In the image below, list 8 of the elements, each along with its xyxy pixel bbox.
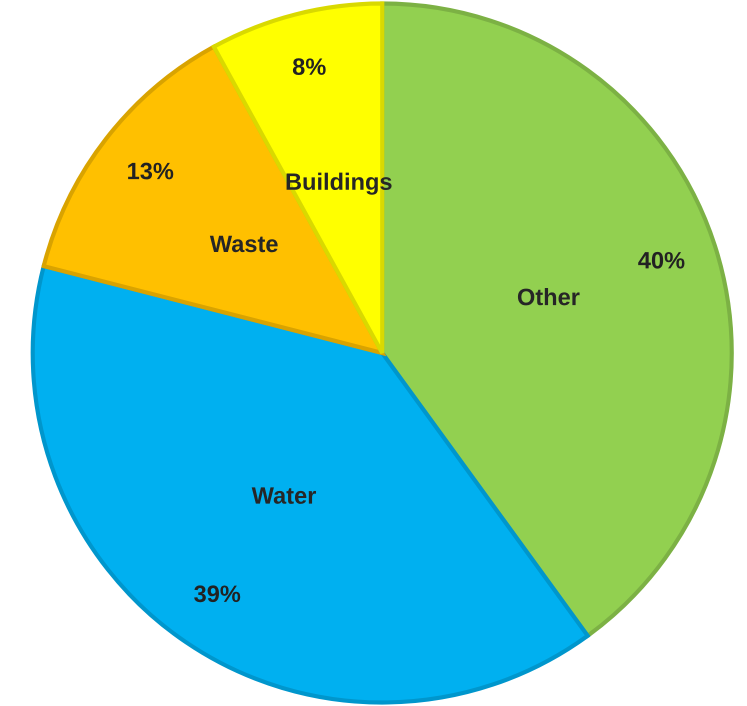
slice-label: Buildings xyxy=(286,172,392,195)
data-label: 39% xyxy=(194,585,240,602)
data-label: 40% xyxy=(638,252,684,269)
slice-label: Other xyxy=(518,288,580,306)
slice-label: Water xyxy=(252,487,316,504)
data-label: 13% xyxy=(128,162,174,180)
slice-label: Waste xyxy=(210,236,278,252)
data-label: 8% xyxy=(292,58,326,75)
